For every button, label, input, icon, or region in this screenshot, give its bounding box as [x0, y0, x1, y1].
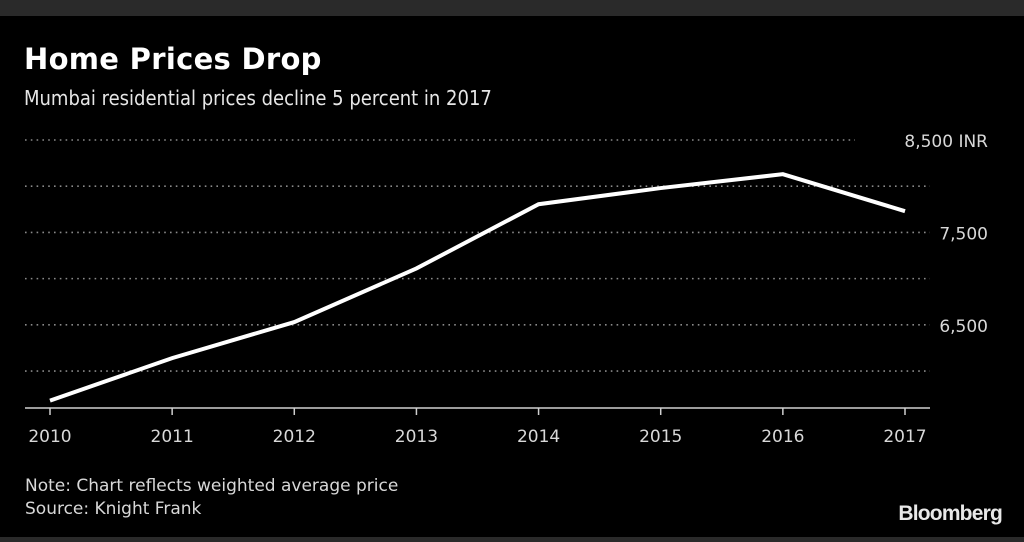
x-tick-label-2017: 2017: [883, 427, 926, 447]
x-tick-label-2013: 2013: [395, 427, 438, 447]
x-axis-ticks: [49, 408, 906, 415]
y-axis-labels: 8,500 INR 7,500 6,500: [904, 132, 988, 337]
y-tick-label-7500: 7,500: [939, 224, 988, 244]
bloomberg-logo: Bloomberg: [898, 502, 1002, 525]
x-tick-label-2015: 2015: [639, 427, 682, 447]
x-tick-label-2012: 2012: [273, 427, 316, 447]
gridlines: [25, 139, 930, 372]
chart-subtitle: Mumbai residential prices decline 5 perc…: [24, 86, 492, 110]
chart-note: Note: Chart reflects weighted average pr…: [25, 476, 399, 496]
x-tick-label-2016: 2016: [761, 427, 804, 447]
data-points: [49, 174, 906, 401]
x-tick-label-2011: 2011: [151, 427, 194, 447]
x-axis-labels: 2010 2011 2012 2013 2014 2015 2016 2017: [28, 427, 926, 447]
x-tick-label-2014: 2014: [517, 427, 560, 447]
bottom-bar: [0, 537, 1024, 542]
top-bar: [0, 0, 1024, 16]
y-tick-label-6500: 6,500: [939, 317, 988, 337]
chart-title: Home Prices Drop: [24, 42, 322, 76]
price-series-line: [49, 172, 906, 403]
x-tick-label-2010: 2010: [28, 427, 71, 447]
chart-source: Source: Knight Frank: [25, 499, 202, 519]
y-tick-label-8500: 8,500 INR: [904, 132, 988, 152]
